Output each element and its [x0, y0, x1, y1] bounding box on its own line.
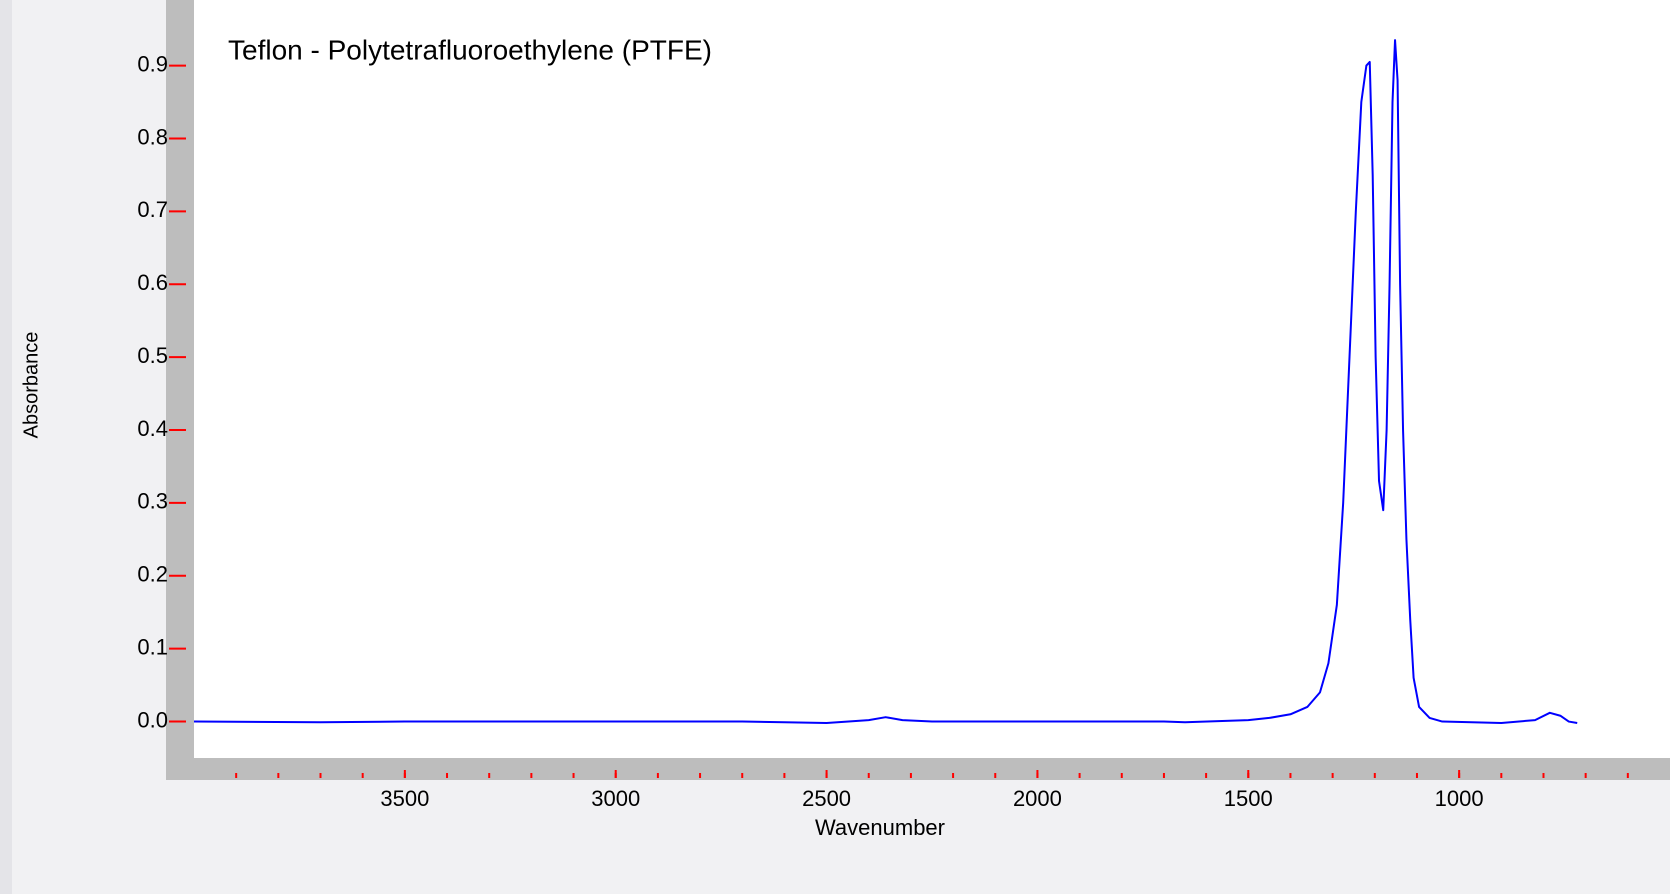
x-tick-label: 1000: [1435, 786, 1484, 811]
y-tick-label: 0.1: [137, 634, 168, 659]
y-tick-label: 0.5: [137, 343, 168, 368]
x-axis-frame: [166, 758, 1670, 780]
y-tick-label: 0.4: [137, 416, 168, 441]
spectrum-line: [193, 39, 1578, 725]
y-tick-label: 0.0: [137, 707, 168, 732]
x-tick-label: 2000: [1013, 786, 1062, 811]
x-tick-label: 2500: [802, 786, 851, 811]
chart-title: Teflon - Polytetrafluoroethylene (PTFE): [228, 34, 712, 65]
plot-area: [194, 0, 1670, 758]
y-tick-label: 0.6: [137, 270, 168, 295]
page-edge: [0, 0, 12, 894]
y-tick-label: 0.9: [137, 51, 168, 76]
x-tick-label: 3000: [591, 786, 640, 811]
x-tick-label: 1500: [1224, 786, 1273, 811]
y-tick-label: 0.8: [137, 124, 168, 149]
y-axis-frame: [166, 0, 194, 780]
x-axis-label: Wavenumber: [815, 815, 945, 840]
y-tick-label: 0.2: [137, 562, 168, 587]
y-axis-label: Absorbance: [20, 332, 42, 439]
y-tick-label: 0.7: [137, 197, 168, 222]
y-tick-label: 0.3: [137, 489, 168, 514]
x-tick-label: 3500: [380, 786, 429, 811]
